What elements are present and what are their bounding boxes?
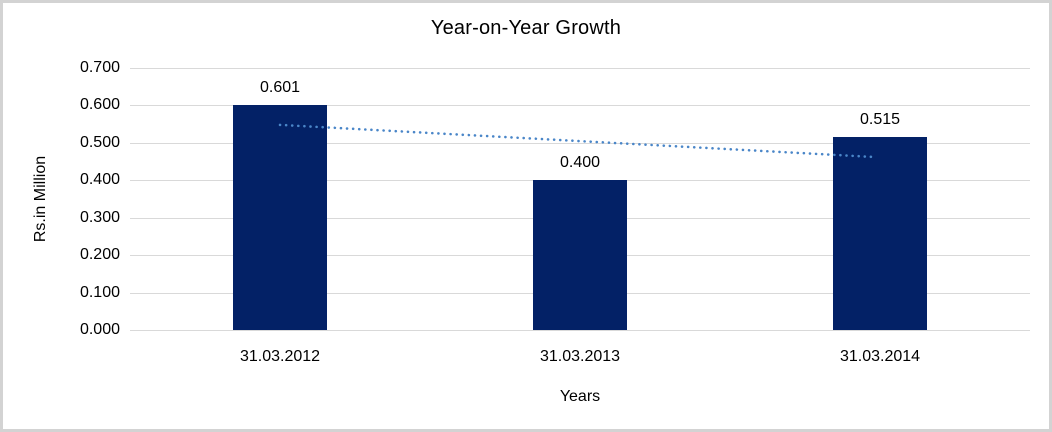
y-tick-label: 0.400 bbox=[79, 171, 120, 189]
bar-data-label: 0.400 bbox=[559, 154, 601, 172]
x-axis-title: Years bbox=[559, 388, 601, 405]
y-tick-label: 0.600 bbox=[79, 96, 120, 114]
y-tick-label: 0.200 bbox=[79, 246, 120, 264]
y-tick-label: 0.500 bbox=[79, 133, 120, 151]
bar-31.03.2014 bbox=[833, 137, 927, 330]
plot-area: 0.601 0.400 0.515 bbox=[130, 68, 1030, 331]
y-axis-title: Rs.in Million bbox=[32, 155, 49, 243]
chart-title: Year-on-Year Growth bbox=[430, 17, 622, 39]
x-axis-tick-labels: 31.03.2012 31.03.2013 31.03.2014 bbox=[130, 348, 1030, 368]
bar-31.03.2013 bbox=[533, 180, 627, 330]
y-tick-label: 0.100 bbox=[79, 283, 120, 301]
y-axis-tick-labels: 0.000 0.100 0.200 0.300 0.400 0.500 0.600 0.700 bbox=[58, 59, 120, 338]
x-tick-label: 31.03.2013 bbox=[539, 348, 621, 365]
trendline bbox=[278, 123, 877, 159]
bar-data-label: 0.515 bbox=[859, 111, 901, 129]
bar-data-label: 0.601 bbox=[259, 79, 301, 97]
y-tick-label: 0.000 bbox=[79, 321, 120, 338]
gridline bbox=[130, 105, 1030, 107]
y-tick-label: 0.300 bbox=[79, 208, 120, 226]
x-tick-label: 31.03.2014 bbox=[839, 348, 921, 365]
x-tick-label: 31.03.2012 bbox=[239, 348, 321, 365]
x-axis-line bbox=[130, 330, 1030, 331]
y-tick-label: 0.700 bbox=[79, 59, 120, 76]
bar-31.03.2012 bbox=[233, 105, 327, 330]
gridline bbox=[130, 142, 1030, 144]
gridline bbox=[130, 68, 1030, 69]
